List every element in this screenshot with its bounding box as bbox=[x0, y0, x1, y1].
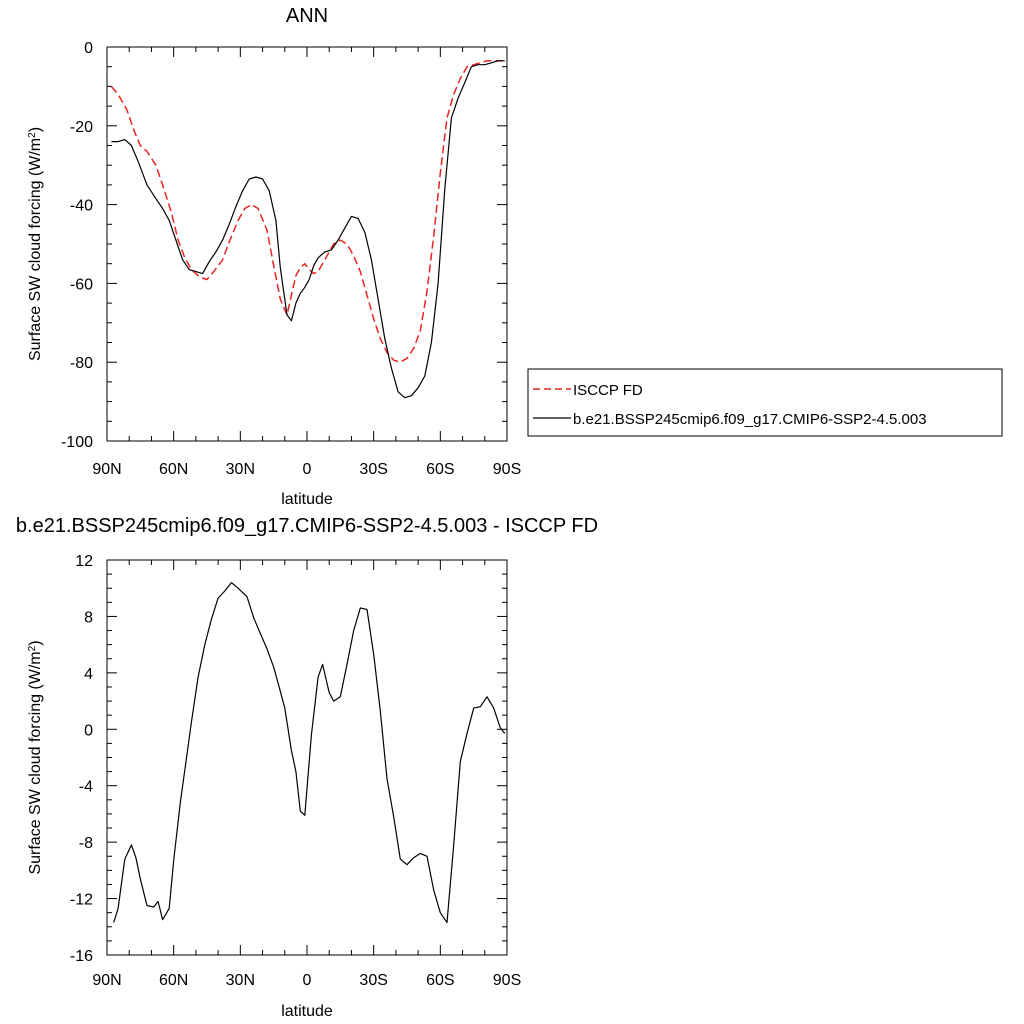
bottom-y-axis-label: Surface SW cloud forcing (W/m2) bbox=[27, 640, 45, 874]
series-line-model bbox=[111, 60, 505, 399]
top-panel-title: ANN bbox=[286, 5, 328, 27]
x-tick-label: 60S bbox=[426, 972, 454, 989]
bottom-series-layer bbox=[113, 581, 506, 924]
x-tick-label: 30S bbox=[359, 972, 387, 989]
y-tick-label: -40 bbox=[70, 198, 93, 215]
y-tick-label: 0 bbox=[84, 40, 93, 57]
y-tick-label: -20 bbox=[70, 119, 93, 136]
x-tick-label: 30N bbox=[226, 461, 255, 478]
legend: ISCCP FD b.e21.BSSP245cmip6.f09_g17.CMIP… bbox=[527, 368, 1003, 437]
x-tick-label: 0 bbox=[303, 461, 312, 478]
series-line-isccp-fd bbox=[110, 60, 503, 363]
x-tick-label: 30S bbox=[359, 461, 387, 478]
y-tick-label: 8 bbox=[84, 609, 93, 626]
x-tick-label: 60N bbox=[159, 461, 188, 478]
bottom-panel-title: b.e21.BSSP245cmip6.f09_g17.CMIP6-SSP2-4.… bbox=[16, 515, 598, 537]
top-x-axis-label: latitude bbox=[281, 491, 333, 508]
top-axis-ticks: 90N 60N 30N 0 30S 60S 90S 0 -20 -40 -60 -80 -100 bbox=[61, 40, 521, 478]
x-tick-label: 30N bbox=[226, 972, 255, 989]
bottom-x-axis-label: latitude bbox=[281, 1003, 333, 1020]
top-y-axis-label: Surface SW cloud forcing (W/m2) bbox=[27, 127, 45, 361]
x-tick-label: 60N bbox=[159, 972, 188, 989]
y-tick-label: -4 bbox=[79, 779, 93, 796]
top-y-axis-label-end: ) bbox=[27, 127, 44, 132]
y-tick-label: -60 bbox=[70, 276, 93, 293]
legend-label-model: b.e21.BSSP245cmip6.f09_g17.CMIP6-SSP2-4.… bbox=[573, 411, 927, 428]
bottom-y-axis-label-end: ) bbox=[27, 640, 44, 645]
x-tick-label: 90N bbox=[92, 461, 121, 478]
bottom-y-axis-label-sup: 2 bbox=[27, 645, 38, 651]
y-tick-label: -100 bbox=[61, 434, 93, 451]
bottom-plot-frame bbox=[106, 559, 508, 956]
bottom-y-axis-label-main: Surface SW cloud forcing (W/m bbox=[27, 651, 44, 874]
bottom-axis-ticks: 90N 60N 30N 0 30S 60S 90S 12 8 4 0 -4 -8 -12 -16 bbox=[70, 553, 521, 989]
x-tick-label: 90S bbox=[493, 461, 521, 478]
y-tick-label: -16 bbox=[70, 948, 93, 965]
y-tick-label: 4 bbox=[84, 666, 93, 683]
top-panel: ANN 90N 60N 30N 0 30S 60S 90S 0 -20 -40 -60 -80 -100… bbox=[27, 5, 522, 508]
x-tick-label: 0 bbox=[303, 972, 312, 989]
y-tick-label: -80 bbox=[70, 355, 93, 372]
top-y-axis-label-main: Surface SW cloud forcing (W/m bbox=[27, 138, 44, 361]
bottom-panel: b.e21.BSSP245cmip6.f09_g17.CMIP6-SSP2-4.… bbox=[16, 515, 598, 1020]
x-tick-label: 90N bbox=[92, 972, 121, 989]
top-y-axis-label-sup: 2 bbox=[27, 132, 38, 138]
series-line-difference bbox=[113, 581, 506, 924]
top-series-layer bbox=[110, 60, 505, 399]
x-tick-label: 60S bbox=[426, 461, 454, 478]
top-plot-frame bbox=[106, 46, 508, 442]
legend-box bbox=[527, 368, 1003, 437]
y-tick-label: -8 bbox=[79, 835, 93, 852]
x-tick-label: 90S bbox=[493, 972, 521, 989]
y-tick-label: 12 bbox=[75, 553, 93, 570]
legend-label-isccp: ISCCP FD bbox=[573, 382, 643, 399]
y-tick-label: -12 bbox=[70, 892, 93, 909]
y-tick-label: 0 bbox=[84, 722, 93, 739]
